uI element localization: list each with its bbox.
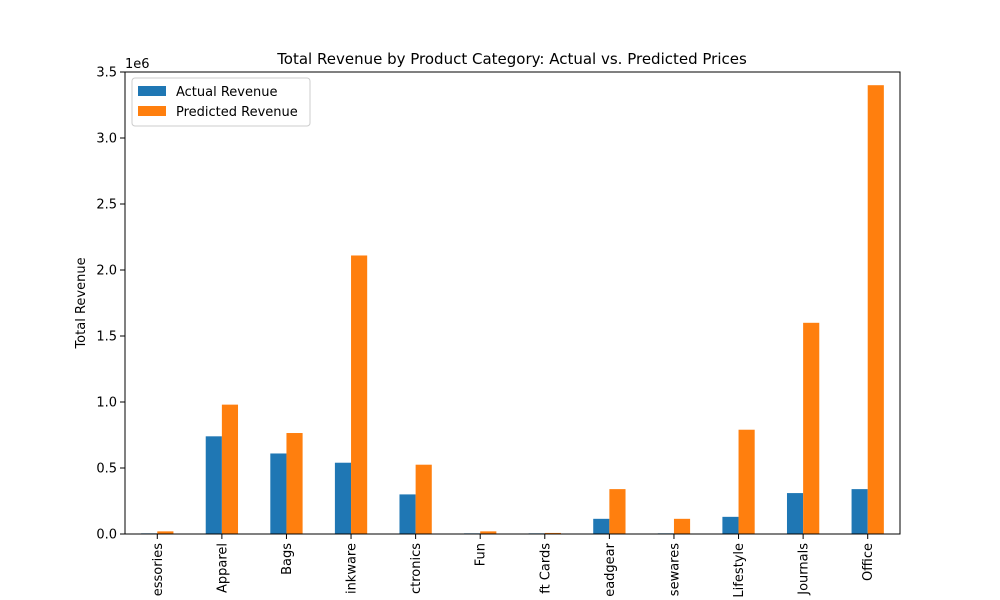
- bar-predicted: [544, 532, 561, 534]
- bar-predicted: [480, 531, 497, 534]
- y-tick-label: 1.0: [96, 396, 117, 411]
- y-tick-label: 0.5: [96, 462, 117, 477]
- x-tick-label: Bags: [280, 543, 295, 575]
- y-ticks: 0.0 0.5 1.0 1.5 2.0 2.5 3.0 3.5: [96, 66, 125, 543]
- y-tick-label: 3.0: [96, 132, 117, 147]
- x-tick-label: Lifestyle: [732, 543, 747, 598]
- y-axis-label: Total Revenue: [74, 257, 89, 349]
- chart-title: Total Revenue by Product Category: Actua…: [276, 50, 747, 68]
- y-tick-label: 2.0: [96, 264, 117, 279]
- y-tick-label: 1.5: [96, 330, 117, 345]
- x-tick-label: eadgear: [603, 542, 618, 596]
- x-tick-label: Fun: [474, 543, 489, 566]
- x-tick-label: Office: [861, 543, 876, 581]
- bar-actual: [334, 462, 352, 534]
- legend-box: [131, 77, 311, 127]
- bar-actual: [786, 493, 804, 534]
- legend: Actual Revenue Predicted Revenue: [131, 77, 311, 127]
- x-tick-label: ft Cards: [538, 543, 553, 594]
- legend-swatch: [138, 86, 166, 96]
- y-scale-label: 1e6: [125, 57, 150, 72]
- bar-actual: [851, 489, 868, 534]
- y-tick-label: 0.0: [96, 528, 117, 543]
- bar-predicted: [415, 464, 432, 534]
- bar-predicted: [157, 531, 174, 534]
- bar-actual: [205, 436, 222, 534]
- bar-actual: [722, 516, 739, 534]
- y-tick-label: 3.5: [96, 66, 117, 81]
- y-tick-label: 2.5: [96, 198, 117, 213]
- bar-predicted: [351, 255, 368, 535]
- x-tick-label: inkware: [345, 543, 360, 594]
- plot-frame: [124, 71, 901, 535]
- bar-predicted: [609, 489, 626, 534]
- x-tick-label: essories: [151, 543, 166, 596]
- bar-predicted: [738, 429, 755, 534]
- bar-predicted: [803, 322, 820, 534]
- legend-swatch: [138, 106, 166, 116]
- x-tick-label: sewares: [667, 543, 682, 596]
- bar-actual: [270, 453, 287, 534]
- bar-predicted: [221, 404, 239, 534]
- bar-actual: [593, 518, 610, 534]
- bar-predicted: [286, 433, 303, 534]
- x-tick-label: ctronics: [409, 543, 424, 594]
- x-tick-label: Apparel: [215, 543, 230, 593]
- bar-predicted: [673, 518, 691, 534]
- bars-group: [141, 85, 884, 535]
- legend-label: Predicted Revenue: [176, 105, 298, 120]
- x-tick-label: Journals: [797, 543, 812, 596]
- x-ticks: essories Apparel Bags inkware ctronics Fun ft …: [151, 534, 876, 598]
- legend-label: Actual Revenue: [176, 85, 277, 100]
- bar-actual: [399, 494, 416, 534]
- bar-predicted: [867, 85, 884, 534]
